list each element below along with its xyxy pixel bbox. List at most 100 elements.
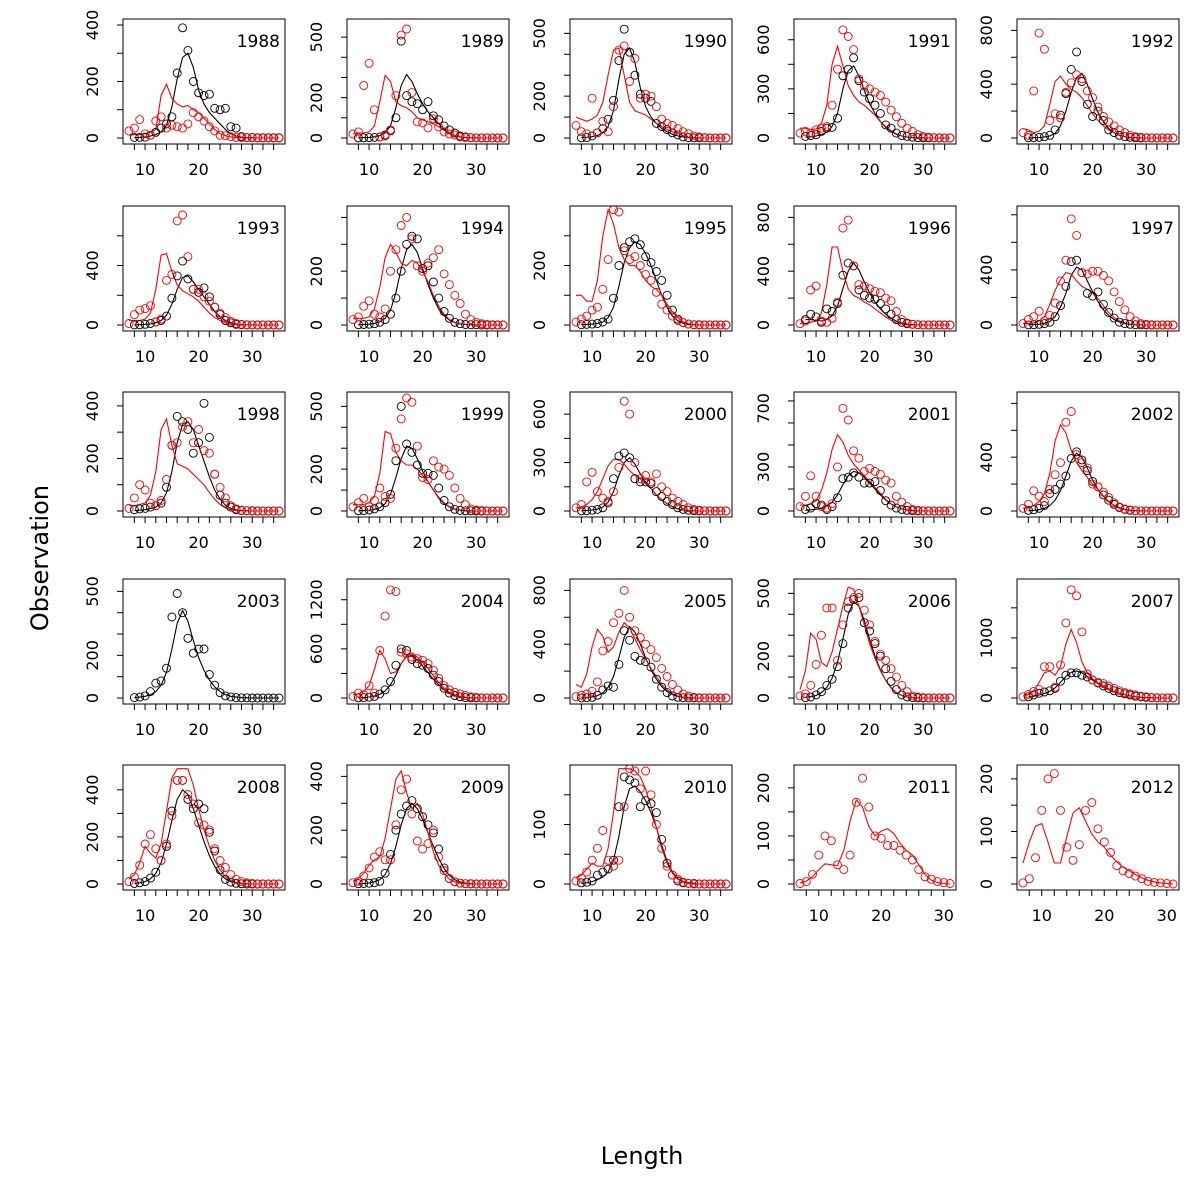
red-data-point — [167, 811, 177, 821]
black-data-point — [1114, 130, 1124, 140]
red-data-point — [902, 123, 912, 133]
red-data-point — [231, 874, 241, 884]
red-data-point — [498, 320, 508, 330]
x-tick-label: 10 — [1029, 347, 1049, 366]
red-data-point — [1031, 853, 1040, 863]
red-data-point — [700, 133, 710, 143]
red-data-point — [700, 879, 710, 889]
panel-year-label: 2006 — [908, 592, 951, 612]
red-data-point — [1072, 230, 1082, 240]
black-data-point — [364, 505, 374, 515]
black-data-point — [827, 674, 837, 684]
red-data-point — [1045, 662, 1055, 672]
red-data-point — [657, 663, 667, 673]
red-data-point — [1039, 44, 1049, 54]
red-data-point — [493, 133, 503, 143]
red-data-point — [124, 126, 134, 136]
red-data-point — [1018, 692, 1028, 702]
plot-frame — [346, 391, 510, 518]
red-data-point — [657, 114, 667, 124]
black-data-point — [854, 76, 864, 86]
red-data-point — [929, 693, 939, 703]
black-data-point — [220, 103, 230, 113]
red-data-point — [678, 689, 688, 699]
x-tick-label: 30 — [466, 533, 486, 552]
black-data-point — [822, 304, 832, 314]
red-data-point — [386, 125, 395, 135]
red-data-point — [694, 320, 704, 330]
black-data-point — [865, 94, 875, 104]
black-data-point — [662, 290, 672, 300]
red-data-point — [859, 281, 869, 291]
black-data-point — [827, 307, 837, 316]
black-data-point — [450, 504, 460, 514]
red-data-point — [800, 491, 810, 501]
black-data-point — [822, 680, 832, 690]
red-data-point — [582, 311, 592, 321]
red-data-point — [598, 493, 608, 503]
red-data-point — [498, 693, 508, 703]
red-data-point — [145, 498, 155, 508]
black-data-point — [609, 293, 618, 303]
black-data-point — [603, 314, 613, 324]
black-data-point — [625, 237, 635, 247]
panel-year-label: 1996 — [908, 219, 951, 239]
black-data-point — [849, 468, 859, 478]
red-data-point — [391, 443, 401, 453]
red-data-point — [571, 120, 581, 130]
red-data-point — [167, 269, 177, 279]
red-data-point — [689, 504, 699, 514]
panel-year-label: 1988 — [237, 32, 280, 52]
black-data-point — [651, 808, 661, 818]
x-tick-label: 20 — [412, 347, 432, 366]
black-data-point — [199, 283, 209, 293]
plot-frame — [122, 391, 286, 518]
red-data-point — [369, 496, 379, 505]
black-data-point — [418, 264, 428, 273]
black-data-point — [129, 505, 139, 515]
red-data-point — [359, 81, 369, 90]
red-data-point — [625, 77, 635, 86]
red-data-point — [482, 879, 492, 889]
red-data-point — [487, 320, 497, 330]
black-data-point — [402, 801, 412, 811]
red-data-point — [1088, 266, 1098, 276]
black-data-point — [1029, 505, 1039, 515]
red-data-point — [1131, 690, 1140, 700]
x-tick-label: 20 — [412, 720, 432, 739]
y-tick-label: 100 — [754, 821, 773, 852]
black-data-point — [162, 841, 171, 851]
red-data-point — [129, 872, 139, 882]
black-data-point — [1072, 447, 1082, 457]
red-data-point — [1066, 214, 1076, 224]
red-data-point — [199, 116, 209, 126]
panel-year-label: 2008 — [237, 778, 280, 798]
black-data-point — [1034, 319, 1044, 329]
red-data-point — [428, 665, 438, 675]
red-data-point — [204, 296, 214, 306]
red-data-point — [364, 502, 374, 512]
black-data-point — [183, 633, 193, 643]
x-tick-label: 30 — [1136, 720, 1156, 739]
red-data-point — [156, 496, 166, 505]
black-data-point — [226, 122, 236, 132]
red-data-point — [902, 318, 912, 328]
red-data-point — [482, 320, 492, 329]
x-tick-label: 30 — [242, 906, 262, 925]
red-data-point — [843, 215, 853, 225]
black-data-point — [204, 292, 214, 302]
black-data-point — [1088, 476, 1098, 486]
black-data-point — [897, 690, 907, 700]
plot-area — [1018, 585, 1178, 703]
panel-2005: 2005 10 20 30 0 400 800 — [530, 575, 733, 739]
red-data-point — [700, 693, 710, 703]
red-data-point — [204, 448, 214, 458]
panel-year-label: 1990 — [684, 32, 727, 52]
black-data-point — [684, 505, 693, 515]
black-data-point — [188, 77, 198, 86]
y-tick-label: 600 — [307, 634, 326, 665]
red-data-point — [461, 309, 470, 319]
red-data-point — [1061, 87, 1071, 97]
y-tick-label: 600 — [530, 399, 549, 430]
